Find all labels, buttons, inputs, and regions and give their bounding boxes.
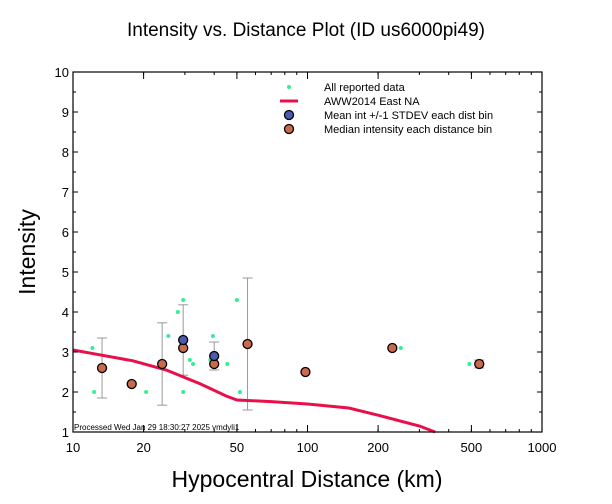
reported-data-point <box>166 334 171 338</box>
x-tick-label: 200 <box>367 440 389 455</box>
legend-marker-mean <box>283 109 295 121</box>
mean-point <box>178 334 189 346</box>
y-tick-label: 10 <box>55 65 69 80</box>
median-point <box>96 362 108 374</box>
legend-marker-median <box>283 123 295 135</box>
reported-data-point <box>187 358 192 362</box>
y-tick-label: 5 <box>62 265 69 280</box>
reported-data-point <box>191 362 196 366</box>
legend-label-reported: All reported data <box>324 82 406 94</box>
reported-data-point <box>144 390 149 394</box>
legend: All reported data AWW2014 East NA Mean int… <box>280 82 493 136</box>
x-axis-title: Hypocentral Distance (km) <box>172 466 443 492</box>
legend-marker-reported <box>287 85 291 89</box>
legend-label-mean: Mean int +/-1 STDEV each dist bin <box>324 110 493 122</box>
reported-data-point <box>237 390 242 394</box>
errorbars <box>97 277 485 411</box>
y-tick-label: 1 <box>62 425 69 440</box>
mean-point <box>209 350 220 362</box>
y-tick-label: 2 <box>62 385 69 400</box>
median-point <box>387 342 398 354</box>
reported-data-point <box>467 362 472 366</box>
y-axis-title: Intensity <box>14 209 40 295</box>
x-axis: 10 20 50 100 200 500 1000 <box>66 72 557 455</box>
reported-data-point <box>175 310 180 314</box>
x-tick-label: 100 <box>297 440 319 455</box>
x-tick-label: 1000 <box>528 440 557 455</box>
reported-data-point <box>181 298 186 302</box>
median-point <box>157 358 168 370</box>
processed-timestamp: Processed Wed Jan 29 18:30:27 2025 vmdyl… <box>74 423 240 432</box>
median-points <box>96 338 485 390</box>
reported-data-point <box>225 362 230 366</box>
x-tick-label: 10 <box>66 440 80 455</box>
y-tick-label: 3 <box>62 345 69 360</box>
chart-title: Intensity vs. Distance Plot (ID us6000pi… <box>127 20 485 41</box>
y-tick-label: 7 <box>62 185 69 200</box>
y-tick-label: 8 <box>62 145 69 160</box>
y-tick-label: 9 <box>62 105 69 120</box>
median-point <box>474 358 485 370</box>
prediction-line-aww2014 <box>72 348 436 434</box>
reported-data-point <box>181 390 186 394</box>
median-point <box>242 338 253 350</box>
median-point <box>300 366 311 378</box>
y-tick-label: 4 <box>62 305 69 320</box>
reported-data-point <box>92 390 97 394</box>
legend-label-prediction: AWW2014 East NA <box>324 96 420 108</box>
legend-label-median: Median intensity each distance bin <box>324 124 492 136</box>
y-axis: 1 2 3 4 5 6 7 8 9 10 <box>55 65 542 440</box>
mean-points <box>178 334 220 362</box>
reported-points <box>90 298 472 394</box>
x-tick-label: 20 <box>136 440 150 455</box>
reported-data-point <box>210 334 215 338</box>
reported-data-point <box>234 298 239 302</box>
reported-data-point <box>398 346 403 350</box>
y-tick-label: 6 <box>62 225 69 240</box>
x-tick-label: 50 <box>230 440 244 455</box>
reported-data-point <box>90 346 95 350</box>
median-point <box>126 378 137 390</box>
x-tick-label: 500 <box>461 440 483 455</box>
